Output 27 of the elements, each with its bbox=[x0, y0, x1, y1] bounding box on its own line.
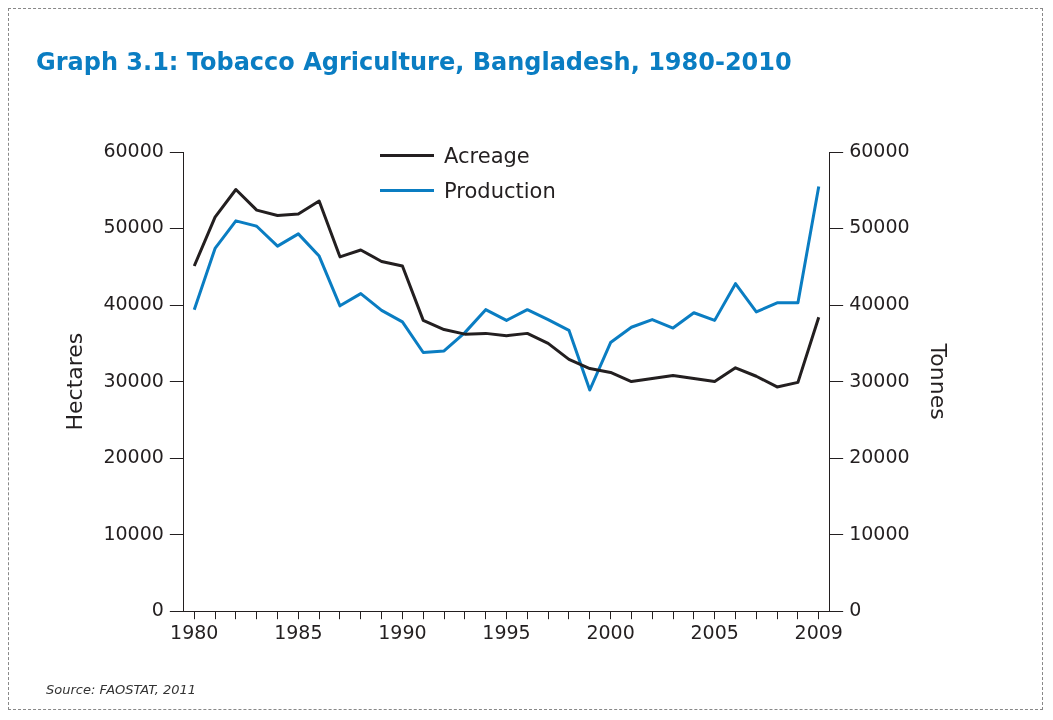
y-tick-label: 30000 bbox=[103, 368, 164, 391]
legend-label: Production bbox=[444, 178, 556, 203]
y-axis-title: Hectares bbox=[61, 332, 87, 431]
y2-tick-label: 10000 bbox=[849, 521, 910, 544]
y2-tick-label: 0 bbox=[849, 598, 862, 621]
y-tick-label: 50000 bbox=[103, 215, 164, 238]
y2-axis-title: Tonnes bbox=[926, 342, 952, 420]
y-tick-label: 40000 bbox=[103, 292, 164, 314]
chart-title: Graph 3.1: Tobacco Agriculture, Bangladesh, 1980-2010 bbox=[36, 48, 792, 76]
legend-label: Acreage bbox=[444, 143, 530, 168]
y-tick-label: 10000 bbox=[103, 521, 164, 544]
x-tick-label: 1980 bbox=[170, 620, 219, 643]
x-tick-label: 2000 bbox=[586, 620, 635, 643]
x-tick-label: 1985 bbox=[274, 620, 323, 643]
x-tick-label: 2009 bbox=[794, 620, 843, 643]
y2-tick-label: 50000 bbox=[849, 215, 910, 238]
y2-tick-label: 30000 bbox=[849, 368, 910, 391]
y2-tick-label: 60000 bbox=[849, 138, 910, 161]
y-tick-label: 60000 bbox=[103, 138, 164, 161]
x-tick-label: 1995 bbox=[482, 620, 531, 643]
source-note: Source: FAOSTAT, 2011 bbox=[46, 682, 196, 697]
y2-tick-label: 20000 bbox=[849, 445, 910, 468]
y2-tick-label: 40000 bbox=[849, 292, 910, 314]
x-tick-label: 2005 bbox=[690, 620, 739, 643]
x-tick-label: 1990 bbox=[378, 620, 427, 643]
y-tick-label: 20000 bbox=[103, 445, 164, 468]
y-tick-label: 0 bbox=[151, 598, 164, 621]
